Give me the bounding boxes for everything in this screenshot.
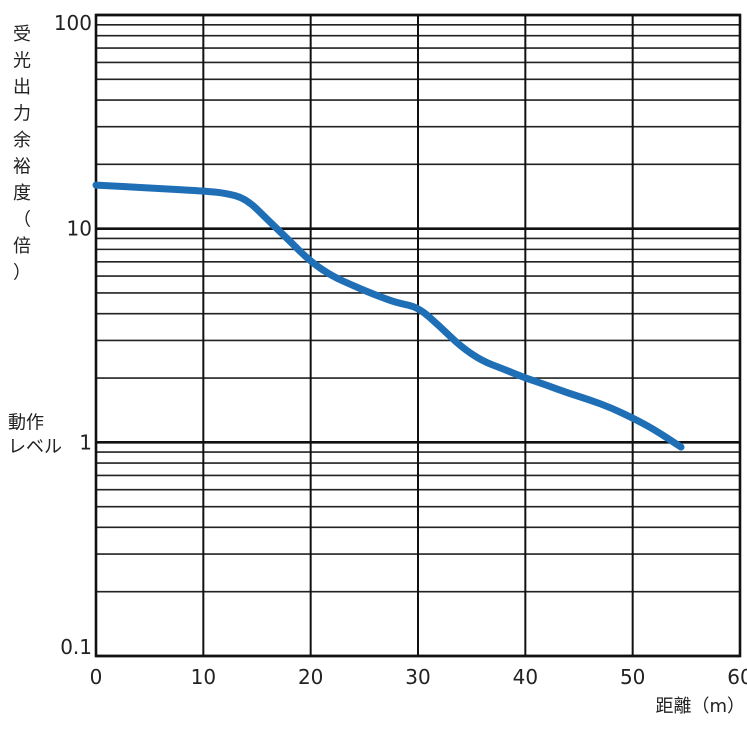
x-tick-label: 40: [513, 665, 538, 689]
y-tick-label: 100: [54, 11, 92, 35]
y-axis-ticks: 0.1 1 10 100: [54, 11, 92, 659]
y-tick-label: 0.1: [60, 635, 92, 659]
y-tick-label: 10: [67, 217, 92, 241]
y-axis-label-char: （: [13, 210, 31, 231]
x-tick-label: 10: [191, 665, 216, 689]
y-axis-label-char: 受: [13, 24, 31, 45]
y-axis-label-char: ）: [13, 263, 31, 284]
x-tick-label: 50: [620, 665, 645, 689]
x-axis-ticks: 0 10 20 30 40 50 60: [90, 665, 747, 689]
y-tick-label: 1: [79, 430, 92, 454]
annotation-text: 動作: [8, 412, 44, 433]
series-layer: [92, 181, 685, 451]
y-axis-label-char: 出: [13, 77, 31, 98]
plot-frame: [94, 13, 742, 658]
y-axis-label-char: 度: [13, 183, 31, 204]
y-axis-label-char: 力: [13, 104, 31, 125]
y-axis-label-char: 裕: [13, 157, 31, 178]
x-axis-label: 距離（m）: [655, 696, 745, 717]
grid-major: [94, 13, 742, 658]
x-tick-label: 30: [405, 665, 430, 689]
y-axis-label-char: 光: [13, 51, 31, 72]
x-tick-label: 60: [727, 665, 747, 689]
annotation-text: レベル: [8, 436, 62, 457]
y-axis-label-char: 倍: [13, 236, 31, 257]
x-tick-label: 0: [90, 665, 103, 689]
x-tick-label: 20: [298, 665, 323, 689]
series-line: [92, 181, 685, 451]
y-axis-label-char: 余: [13, 130, 31, 151]
